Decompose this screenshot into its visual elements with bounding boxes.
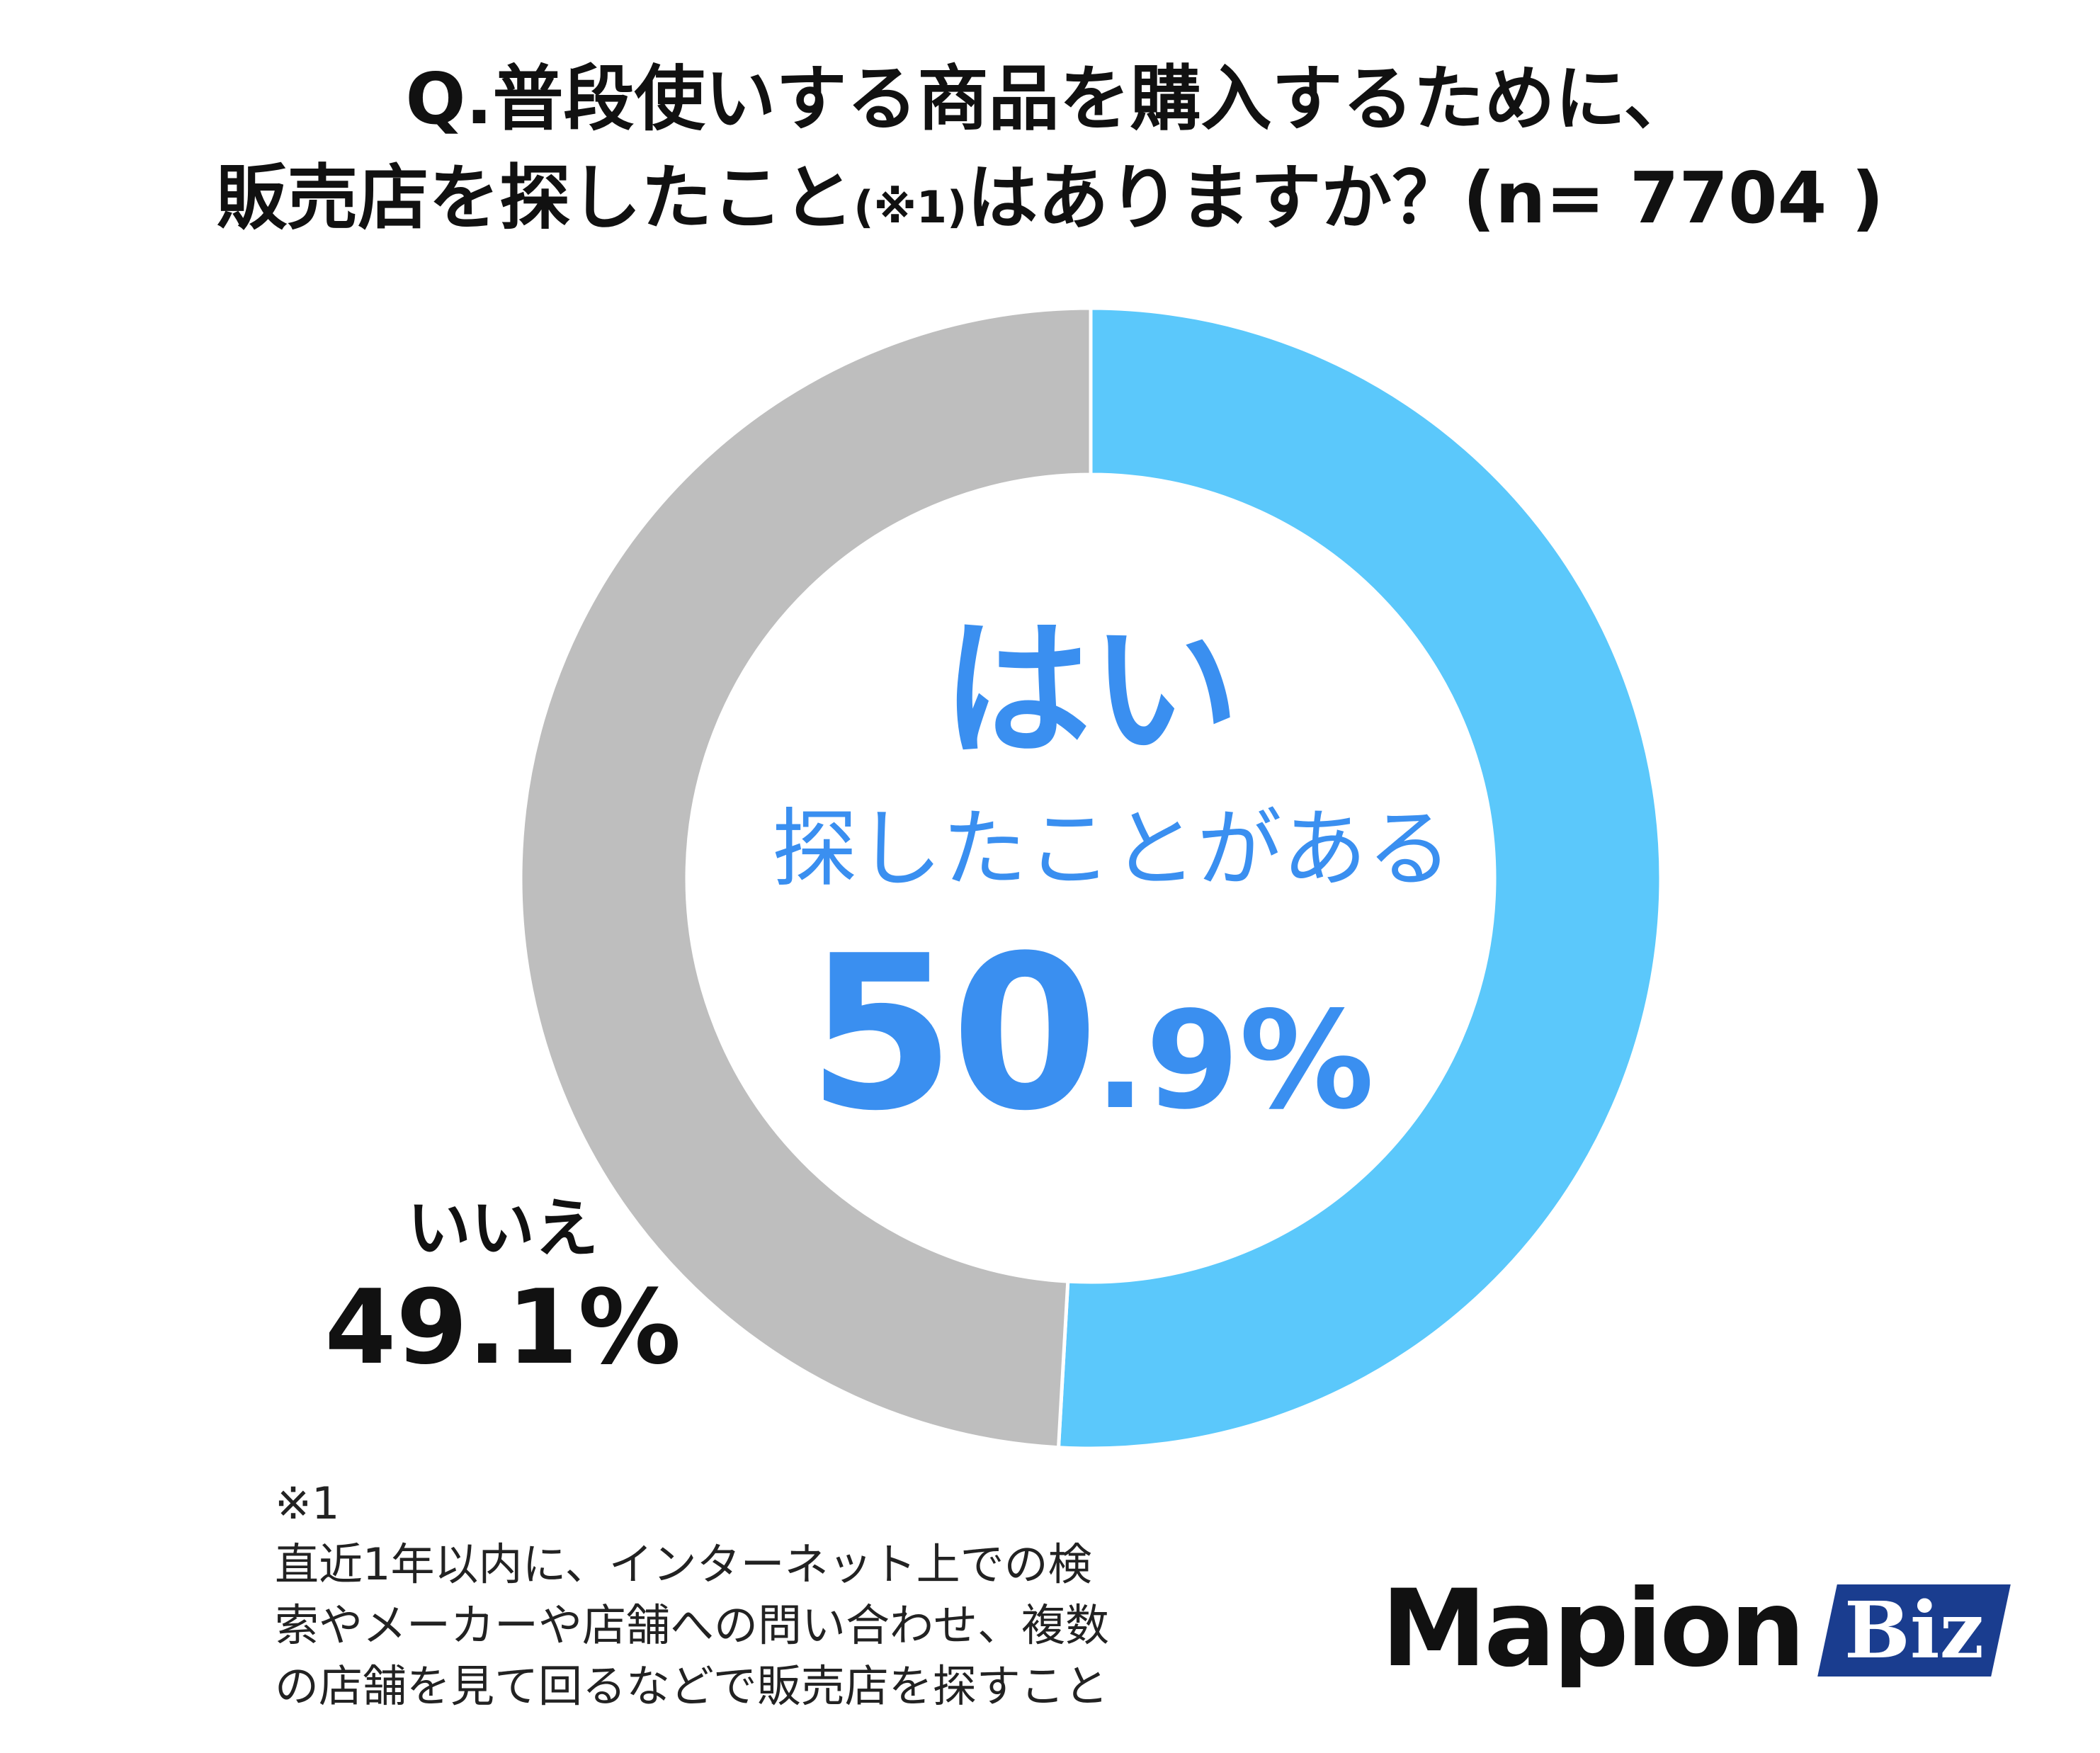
footnote-line-1: 直近1年以内に、インターネット上での検 [275, 1538, 1092, 1590]
mapion-biz-logo: Mapion Biz [1381, 1567, 2011, 1691]
logo-wordmark: Mapion [1381, 1567, 1805, 1691]
logo-badge: Biz [1817, 1584, 2011, 1677]
yes-value-dec: .9% [1094, 982, 1375, 1139]
title-line-1: Q.普段使いする商品を購入するために、 [405, 57, 1695, 140]
yes-sublabel: 探したことがある [772, 800, 1452, 899]
no-value: 49.1% [324, 1268, 681, 1388]
no-label: いいえ [407, 1191, 598, 1266]
yes-value: 50.9% [772, 928, 1409, 1203]
title-line-2-end: はありますか？(n= 7704 ) [967, 157, 1884, 239]
footnote: ※1 直近1年以内に、インターネット上での検 索やメーカーや店舗への問い合わせ、… [275, 1473, 1337, 1717]
title-line-2: 販売店を探したこと(※1)はありますか？(n= 7704 ) [0, 149, 2100, 257]
title-line-2-main: 販売店を探したこと [216, 157, 854, 239]
footnote-line-2: 索やメーカーや店舗への問い合わせ、複数 [275, 1599, 1110, 1651]
chart-title: Q.普段使いする商品を購入するために、 販売店を探したこと(※1)はありますか？… [0, 50, 2100, 257]
donut-slices [518, 306, 1663, 1451]
donut-slice-yes [1056, 306, 1663, 1451]
donut-slice-no [518, 306, 1093, 1450]
footnote-line-3: の店舗を見て回るなどで販売店を探すこと [275, 1660, 1108, 1712]
footnote-mark: ※1 [275, 1477, 340, 1529]
title-note-ref: (※1) [853, 181, 967, 233]
yes-label: はい [941, 603, 1239, 777]
logo-badge-text: Biz [1844, 1584, 1985, 1676]
yes-value-int: 50 [807, 910, 1099, 1157]
